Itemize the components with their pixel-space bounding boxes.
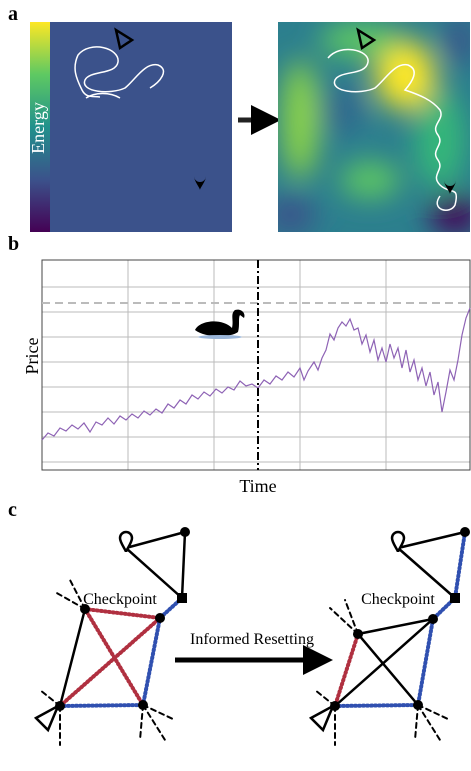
graph-after (308, 527, 470, 746)
start-icon (114, 27, 135, 51)
trajectory (327, 48, 457, 211)
checkpoint-label: Checkpoint (83, 591, 157, 608)
trajectory (74, 46, 165, 99)
checkpoint-label: Checkpoint (361, 591, 435, 608)
graph-before (33, 527, 190, 746)
x-axis-label: Time (239, 476, 276, 496)
panel-label: c (8, 499, 17, 521)
colorbar-label: Energy (28, 102, 48, 154)
colorbar (30, 22, 50, 232)
plot-frame (41, 259, 471, 471)
flat-landscape (50, 22, 232, 232)
energy-landscape (278, 22, 470, 232)
panel-label: a (8, 3, 18, 25)
goal-pin (444, 180, 456, 194)
black-swan (195, 309, 245, 337)
panel-label: b (8, 233, 19, 255)
y-axis-label: Price (22, 337, 42, 374)
arrow-label: Informed Resetting (190, 631, 314, 648)
goal-pin (194, 176, 206, 190)
start-icon (356, 27, 377, 51)
grid (42, 260, 470, 470)
water (198, 335, 242, 339)
price-line (41, 307, 471, 441)
